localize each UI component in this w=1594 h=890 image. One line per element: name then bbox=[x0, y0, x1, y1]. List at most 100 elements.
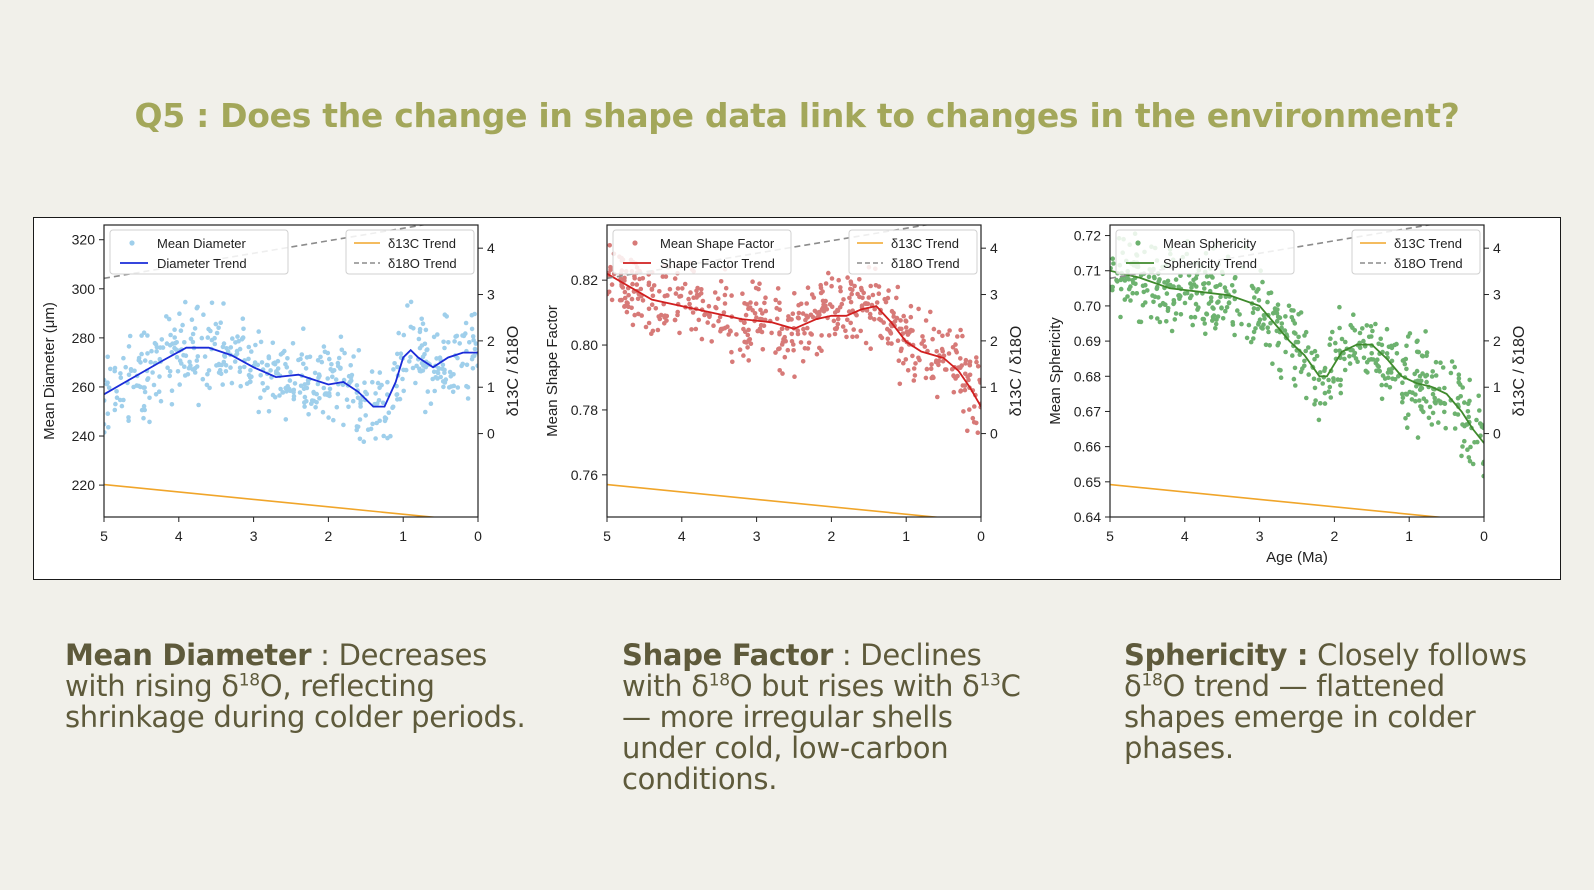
data-point bbox=[977, 377, 981, 383]
data-point bbox=[1333, 348, 1339, 354]
data-point bbox=[341, 422, 346, 428]
data-point bbox=[850, 334, 855, 340]
data-point bbox=[132, 368, 137, 374]
data-point bbox=[401, 367, 406, 373]
data-point bbox=[118, 375, 124, 381]
data-point bbox=[126, 418, 131, 423]
data-point bbox=[1248, 339, 1254, 345]
data-point bbox=[646, 306, 652, 312]
y2-tick-label: 1 bbox=[487, 379, 495, 395]
data-point bbox=[123, 364, 128, 370]
data-point bbox=[440, 362, 446, 368]
data-point bbox=[192, 326, 198, 331]
y2-tick-label: 4 bbox=[487, 240, 495, 256]
data-point bbox=[1388, 370, 1394, 375]
data-point bbox=[1188, 314, 1194, 320]
data-point bbox=[246, 344, 252, 350]
data-point bbox=[1260, 326, 1265, 331]
page-title: Q5 : Does the change in shape data link … bbox=[134, 96, 1460, 135]
data-point bbox=[355, 395, 361, 400]
data-point bbox=[1316, 417, 1322, 423]
data-point bbox=[1413, 398, 1418, 404]
data-point bbox=[471, 337, 476, 343]
data-point bbox=[304, 355, 310, 360]
data-point bbox=[801, 326, 806, 332]
data-point bbox=[960, 333, 965, 339]
data-point bbox=[662, 321, 667, 326]
data-point bbox=[1452, 411, 1458, 416]
data-point bbox=[192, 370, 198, 375]
data-point bbox=[961, 409, 966, 414]
data-point bbox=[363, 413, 369, 418]
data-point bbox=[1429, 422, 1435, 427]
data-point bbox=[1110, 266, 1113, 271]
data-point bbox=[623, 303, 629, 309]
data-point bbox=[212, 341, 218, 347]
data-point bbox=[867, 315, 873, 320]
data-point bbox=[1342, 367, 1348, 373]
data-point bbox=[1379, 342, 1385, 348]
data-point bbox=[1470, 461, 1476, 467]
data-point bbox=[949, 366, 955, 372]
data-point bbox=[1268, 290, 1274, 295]
data-point bbox=[1265, 325, 1270, 330]
data-point bbox=[166, 316, 172, 322]
data-point bbox=[234, 348, 240, 354]
data-point bbox=[1361, 355, 1367, 361]
data-point bbox=[158, 398, 164, 404]
data-point bbox=[777, 331, 782, 337]
data-point bbox=[329, 362, 334, 367]
data-point bbox=[1292, 321, 1298, 326]
data-point bbox=[407, 359, 412, 364]
data-point bbox=[1347, 354, 1352, 359]
data-point bbox=[859, 303, 865, 308]
data-point bbox=[180, 322, 185, 328]
data-point bbox=[169, 402, 175, 407]
data-point bbox=[889, 308, 895, 314]
data-point bbox=[265, 385, 270, 391]
data-point bbox=[1432, 395, 1437, 401]
data-point bbox=[746, 306, 751, 311]
data-point bbox=[716, 318, 721, 324]
data-point bbox=[1283, 349, 1288, 355]
data-point bbox=[792, 374, 797, 379]
data-point bbox=[910, 353, 915, 359]
plot-area bbox=[1110, 225, 1484, 517]
legend-label: δ13C Trend bbox=[1394, 236, 1462, 251]
data-point bbox=[416, 336, 422, 342]
data-point bbox=[214, 330, 220, 336]
data-point bbox=[1143, 282, 1148, 288]
data-point bbox=[1250, 310, 1256, 315]
data-point bbox=[1400, 399, 1405, 405]
data-point bbox=[838, 288, 843, 294]
data-point bbox=[622, 295, 628, 301]
data-point bbox=[138, 360, 143, 365]
data-point bbox=[1403, 391, 1409, 397]
data-point bbox=[946, 351, 952, 356]
data-point bbox=[424, 347, 430, 353]
data-point bbox=[646, 320, 652, 326]
data-point bbox=[1210, 275, 1215, 280]
data-point bbox=[748, 300, 753, 305]
data-point bbox=[256, 329, 261, 334]
data-point bbox=[314, 400, 319, 405]
data-point bbox=[1468, 444, 1473, 450]
data-point bbox=[177, 311, 182, 316]
data-point bbox=[1252, 295, 1257, 300]
plot-frame bbox=[1109, 224, 1485, 518]
chart-1: 5 4 3 2 1 0 0.76 0.78 0.80 0.82 0 1 2 3 4 Mean Shape Fa… bbox=[544, 224, 1025, 544]
data-point bbox=[1218, 294, 1223, 300]
data-point bbox=[342, 350, 347, 356]
data-point bbox=[414, 363, 419, 369]
data-point bbox=[694, 292, 700, 297]
legend-label: δ13C Trend bbox=[891, 236, 959, 251]
y2-tick-label: 2 bbox=[990, 333, 998, 349]
data-point bbox=[174, 354, 180, 360]
data-point bbox=[1289, 315, 1295, 320]
data-point bbox=[145, 351, 150, 356]
data-point bbox=[1413, 392, 1418, 397]
data-point bbox=[127, 333, 133, 339]
data-point bbox=[1476, 393, 1481, 399]
data-point bbox=[339, 347, 345, 353]
data-point bbox=[1384, 326, 1390, 332]
